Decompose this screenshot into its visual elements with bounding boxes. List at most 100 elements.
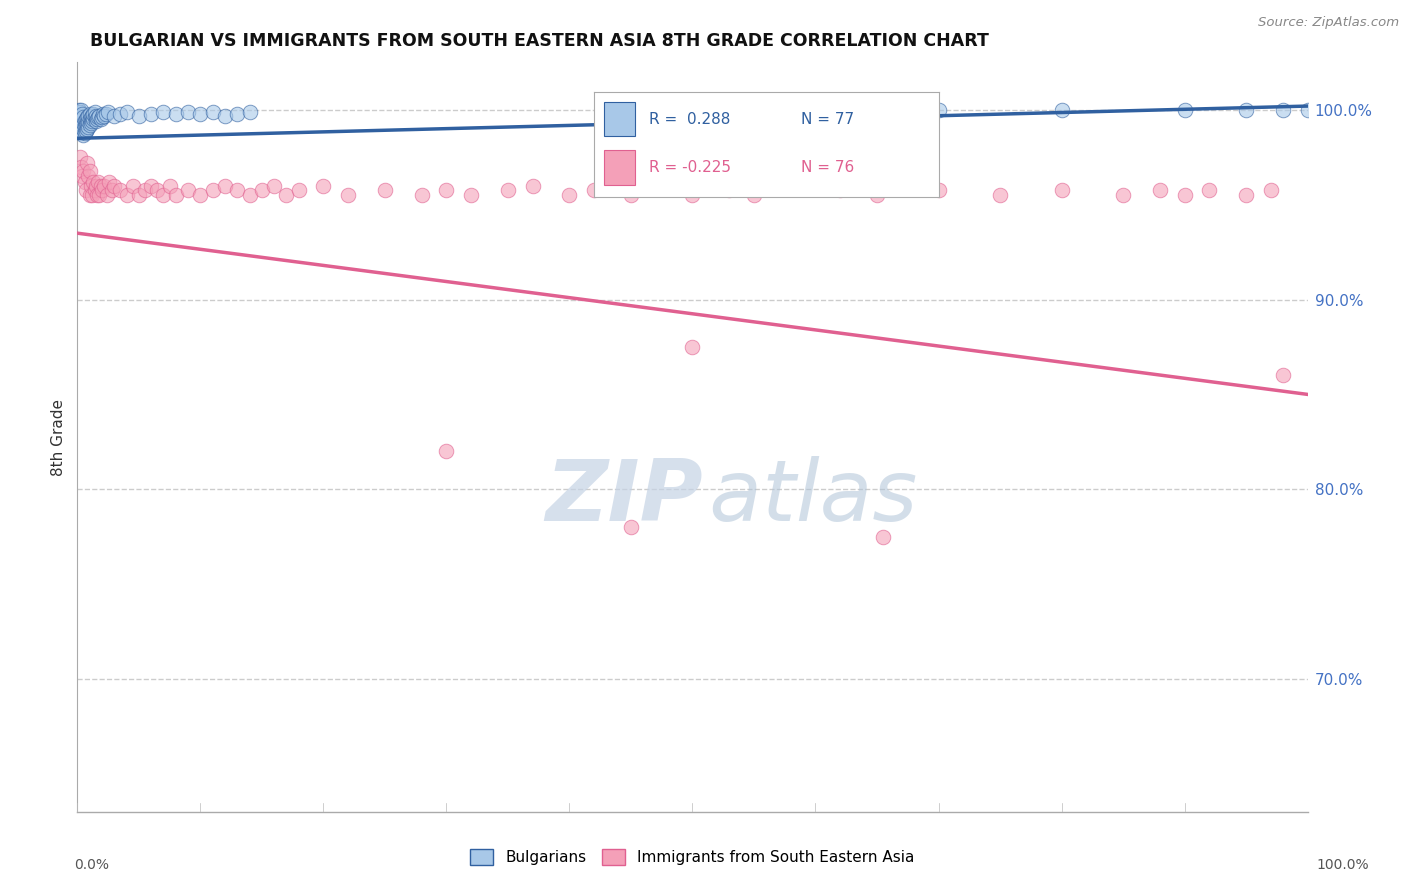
Point bbox=[128, 109, 150, 123]
Point bbox=[90, 111, 114, 125]
Point bbox=[89, 109, 111, 123]
Point bbox=[75, 124, 97, 138]
Point bbox=[682, 188, 704, 202]
Point bbox=[1260, 182, 1282, 196]
Point bbox=[83, 104, 105, 119]
Point bbox=[76, 116, 98, 130]
Point bbox=[201, 104, 224, 119]
Point bbox=[288, 182, 311, 196]
Point bbox=[82, 114, 104, 128]
Point bbox=[718, 182, 741, 196]
Point bbox=[103, 178, 125, 193]
Legend: Bulgarians, Immigrants from South Eastern Asia: Bulgarians, Immigrants from South Easter… bbox=[464, 843, 921, 871]
Point bbox=[69, 111, 91, 125]
Point bbox=[134, 182, 156, 196]
Point bbox=[86, 188, 108, 202]
Point bbox=[72, 111, 94, 125]
Point bbox=[87, 111, 110, 125]
Point bbox=[82, 106, 104, 120]
Point bbox=[121, 178, 143, 193]
Point bbox=[89, 188, 111, 202]
Point bbox=[165, 188, 187, 202]
Point bbox=[165, 106, 187, 120]
Point bbox=[77, 109, 100, 123]
Point bbox=[1234, 103, 1257, 117]
Point bbox=[1050, 103, 1073, 117]
Point bbox=[583, 182, 606, 196]
Point bbox=[82, 175, 104, 189]
Point bbox=[141, 178, 163, 193]
Point bbox=[72, 116, 94, 130]
Point bbox=[69, 104, 91, 119]
Point bbox=[682, 103, 704, 117]
Point bbox=[226, 106, 249, 120]
Point bbox=[866, 104, 889, 119]
Point bbox=[214, 178, 236, 193]
Point bbox=[103, 109, 125, 123]
Point bbox=[110, 182, 132, 196]
Point bbox=[620, 188, 643, 202]
Point bbox=[1234, 188, 1257, 202]
Point bbox=[77, 169, 100, 184]
Point bbox=[250, 182, 273, 196]
Point bbox=[67, 103, 90, 117]
Point bbox=[159, 178, 181, 193]
Text: 0.0%: 0.0% bbox=[75, 858, 108, 872]
Point bbox=[226, 182, 249, 196]
Point bbox=[1272, 103, 1295, 117]
Point bbox=[80, 116, 103, 130]
Text: BULGARIAN VS IMMIGRANTS FROM SOUTH EASTERN ASIA 8TH GRADE CORRELATION CHART: BULGARIAN VS IMMIGRANTS FROM SOUTH EASTE… bbox=[90, 32, 988, 50]
Point bbox=[496, 182, 519, 196]
Point bbox=[872, 530, 894, 544]
Point bbox=[90, 182, 114, 196]
Point bbox=[70, 169, 93, 184]
Point bbox=[1296, 103, 1319, 117]
Text: 100.0%: 100.0% bbox=[1316, 858, 1369, 872]
Point bbox=[83, 111, 105, 125]
Point bbox=[1198, 182, 1220, 196]
Point bbox=[115, 104, 138, 119]
Y-axis label: 8th Grade: 8th Grade bbox=[51, 399, 66, 475]
Point bbox=[94, 106, 117, 120]
Point bbox=[82, 109, 104, 123]
Point bbox=[76, 121, 98, 136]
Point bbox=[742, 188, 765, 202]
Point bbox=[84, 178, 107, 193]
Point bbox=[411, 188, 433, 202]
Point bbox=[79, 188, 101, 202]
Point bbox=[188, 188, 212, 202]
Point bbox=[436, 444, 458, 458]
Point bbox=[742, 104, 765, 119]
Point bbox=[75, 118, 97, 132]
Point bbox=[152, 188, 174, 202]
Point bbox=[866, 188, 889, 202]
Point bbox=[90, 178, 112, 193]
Point bbox=[214, 109, 236, 123]
Point bbox=[70, 106, 93, 120]
Point bbox=[70, 109, 93, 123]
Point bbox=[69, 116, 91, 130]
Point bbox=[239, 188, 262, 202]
Point bbox=[70, 118, 93, 132]
Point bbox=[460, 188, 482, 202]
Point bbox=[69, 150, 91, 164]
Point bbox=[337, 188, 360, 202]
Point bbox=[73, 114, 96, 128]
Point bbox=[87, 175, 110, 189]
Point bbox=[79, 118, 101, 132]
Point bbox=[79, 112, 101, 127]
Point bbox=[91, 106, 114, 120]
Text: Source: ZipAtlas.com: Source: ZipAtlas.com bbox=[1258, 16, 1399, 29]
Point bbox=[80, 178, 103, 193]
Point bbox=[70, 160, 93, 174]
Point bbox=[115, 188, 138, 202]
Point bbox=[1050, 182, 1073, 196]
Point bbox=[79, 163, 101, 178]
Point bbox=[239, 104, 262, 119]
Point bbox=[1149, 182, 1171, 196]
Point bbox=[96, 188, 118, 202]
Point bbox=[82, 188, 104, 202]
Point bbox=[77, 120, 100, 134]
Point bbox=[201, 182, 224, 196]
Point bbox=[93, 178, 115, 193]
